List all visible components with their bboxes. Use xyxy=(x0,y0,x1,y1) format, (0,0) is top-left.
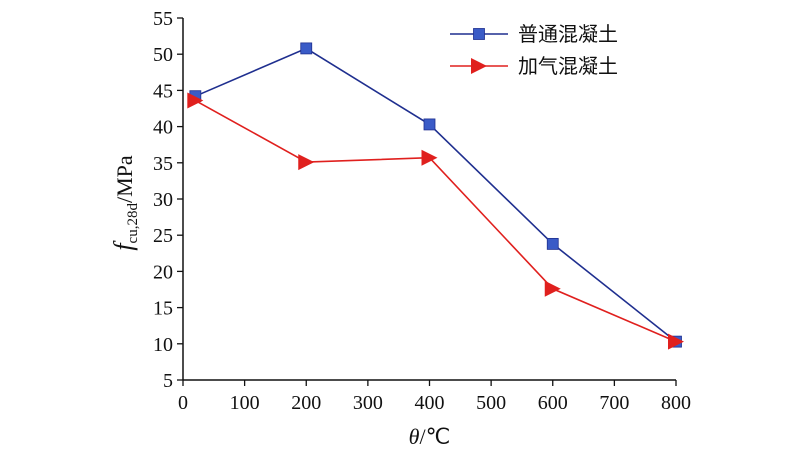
y-tick-label: 55 xyxy=(153,8,173,30)
x-tick-label: 0 xyxy=(178,392,188,414)
x-tick-label: 600 xyxy=(538,392,568,414)
data-point xyxy=(187,92,204,109)
y-tick-label: 20 xyxy=(153,261,173,283)
legend-item: 加气混凝土 xyxy=(450,54,618,78)
series-1 xyxy=(187,92,684,350)
x-axis-title: θ/℃ xyxy=(409,424,451,449)
y-tick-label: 35 xyxy=(153,153,173,175)
y-tick-label: 5 xyxy=(163,370,173,392)
x-tick-label: 700 xyxy=(599,392,629,414)
data-point xyxy=(544,280,561,297)
legend-marker xyxy=(473,28,485,40)
y-axis-unit: /MPa xyxy=(112,155,137,203)
y-tick-label: 40 xyxy=(153,117,173,139)
y-ticks: 5 10 15 20 25 30 35 40 45 50 55 xyxy=(153,8,183,392)
y-tick-label: 50 xyxy=(153,44,173,66)
series-layer xyxy=(187,42,684,350)
data-point xyxy=(300,42,313,55)
x-axis-unit: /℃ xyxy=(419,424,450,449)
y-tick-label: 15 xyxy=(153,298,173,320)
y-axis-subscript: cu,28d xyxy=(125,203,141,244)
legend-label: 加气混凝土 xyxy=(518,54,618,78)
x-tick-label: 400 xyxy=(415,392,445,414)
y-tick-label: 25 xyxy=(153,225,173,247)
series-line xyxy=(195,47,677,343)
x-axis-variable: θ xyxy=(409,424,420,449)
data-point xyxy=(668,333,684,350)
data-point xyxy=(298,154,315,171)
x-tick-label: 100 xyxy=(230,392,260,414)
series-line xyxy=(194,99,677,343)
data-point xyxy=(423,118,436,131)
legend-marker xyxy=(471,58,487,74)
x-tick-label: 500 xyxy=(476,392,506,414)
x-ticks: 0 100 200 300 400 500 600 700 800 xyxy=(178,380,691,414)
x-tick-label: 300 xyxy=(353,392,383,414)
x-tick-label: 800 xyxy=(661,392,691,414)
y-tick-label: 10 xyxy=(153,334,173,356)
x-tick-label: 200 xyxy=(291,392,321,414)
y-axis-variable: f xyxy=(109,240,138,251)
series-0 xyxy=(189,42,682,348)
data-point xyxy=(421,149,438,166)
y-tick-label: 45 xyxy=(153,80,173,102)
y-tick-label: 30 xyxy=(153,189,173,211)
legend-item: 普通混凝土 xyxy=(450,22,618,46)
y-axis-title: fcu,28d/MPa xyxy=(109,155,141,251)
legend-label: 普通混凝土 xyxy=(518,22,618,46)
data-point xyxy=(546,237,559,250)
